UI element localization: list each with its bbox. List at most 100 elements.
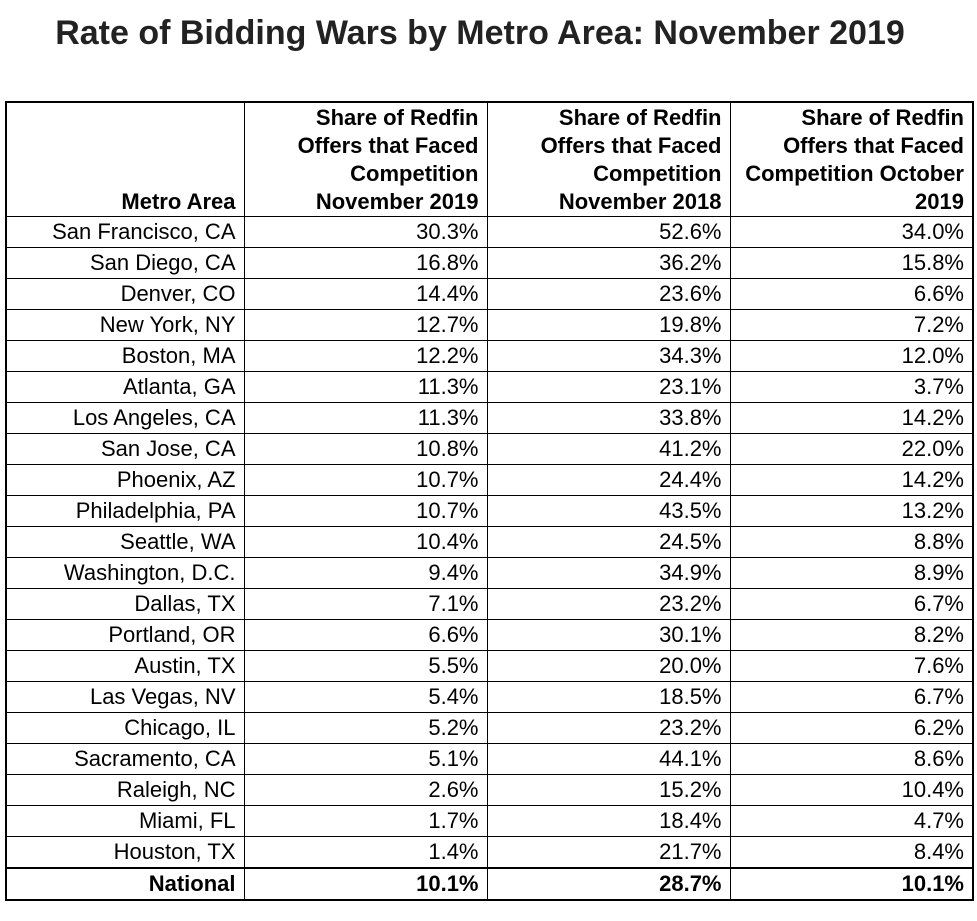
cell-oct-2019: 8.8% bbox=[729, 526, 974, 558]
cell-metro-area: Washington, D.C. bbox=[5, 557, 245, 589]
cell-oct-2019: 12.0% bbox=[729, 340, 974, 372]
cell-metro-area: Austin, TX bbox=[5, 650, 245, 682]
cell-oct-2019: 13.2% bbox=[729, 495, 974, 527]
cell-nov-2018: 24.5% bbox=[486, 526, 731, 558]
cell-oct-2019: 6.2% bbox=[729, 712, 974, 744]
table-row: New York, NY 12.7% 19.8% 7.2% bbox=[5, 309, 974, 341]
national-total-row: National 10.1% 28.7% 10.1% bbox=[5, 867, 974, 901]
table-row: San Diego, CA 16.8% 36.2% 15.8% bbox=[5, 247, 974, 279]
cell-metro-area: San Francisco, CA bbox=[5, 216, 245, 248]
cell-nov-2019: 11.3% bbox=[243, 402, 488, 434]
table-row: San Francisco, CA 30.3% 52.6% 34.0% bbox=[5, 216, 974, 248]
cell-nov-2019: 2.6% bbox=[243, 774, 488, 806]
cell-nov-2018: 18.4% bbox=[486, 805, 731, 837]
table-row: Sacramento, CA 5.1% 44.1% 8.6% bbox=[5, 743, 974, 775]
header-row: Metro Area Share of Redfin Offers that F… bbox=[5, 101, 974, 217]
column-header-nov-2018: Share of Redfin Offers that Faced Compet… bbox=[486, 101, 731, 217]
table-body: San Francisco, CA 30.3% 52.6% 34.0% San Dieg… bbox=[5, 216, 974, 901]
cell-metro-area: San Diego, CA bbox=[5, 247, 245, 279]
table-row: Boston, MA 12.2% 34.3% 12.0% bbox=[5, 340, 974, 372]
cell-nov-2018: 28.7% bbox=[486, 867, 731, 901]
cell-nov-2018: 33.8% bbox=[486, 402, 731, 434]
cell-nov-2019: 5.1% bbox=[243, 743, 488, 775]
cell-oct-2019: 22.0% bbox=[729, 433, 974, 465]
cell-nov-2018: 24.4% bbox=[486, 464, 731, 496]
table-row: Atlanta, GA 11.3% 23.1% 3.7% bbox=[5, 371, 974, 403]
cell-nov-2019: 14.4% bbox=[243, 278, 488, 310]
cell-nov-2018: 34.9% bbox=[486, 557, 731, 589]
cell-oct-2019: 7.2% bbox=[729, 309, 974, 341]
cell-metro-area: Los Angeles, CA bbox=[5, 402, 245, 434]
table-row: Chicago, IL 5.2% 23.2% 6.2% bbox=[5, 712, 974, 744]
cell-oct-2019: 8.6% bbox=[729, 743, 974, 775]
cell-nov-2018: 19.8% bbox=[486, 309, 731, 341]
cell-nov-2018: 23.1% bbox=[486, 371, 731, 403]
cell-nov-2018: 21.7% bbox=[486, 836, 731, 869]
cell-nov-2019: 5.2% bbox=[243, 712, 488, 744]
cell-metro-area: Houston, TX bbox=[5, 836, 245, 869]
cell-nov-2019: 11.3% bbox=[243, 371, 488, 403]
column-header-metro-area: Metro Area bbox=[5, 101, 245, 217]
cell-oct-2019: 6.6% bbox=[729, 278, 974, 310]
column-header-nov-2019: Share of Redfin Offers that Faced Compet… bbox=[243, 101, 488, 217]
cell-nov-2019: 16.8% bbox=[243, 247, 488, 279]
cell-oct-2019: 8.9% bbox=[729, 557, 974, 589]
cell-oct-2019: 4.7% bbox=[729, 805, 974, 837]
bidding-wars-table: Metro Area Share of Redfin Offers that F… bbox=[5, 101, 974, 901]
cell-nov-2019: 10.7% bbox=[243, 464, 488, 496]
cell-nov-2018: 30.1% bbox=[486, 619, 731, 651]
table-row: Dallas, TX 7.1% 23.2% 6.7% bbox=[5, 588, 974, 620]
cell-nov-2019: 1.7% bbox=[243, 805, 488, 837]
table-row: Washington, D.C. 9.4% 34.9% 8.9% bbox=[5, 557, 974, 589]
cell-oct-2019: 8.2% bbox=[729, 619, 974, 651]
table-row: Phoenix, AZ 10.7% 24.4% 14.2% bbox=[5, 464, 974, 496]
cell-metro-area: Dallas, TX bbox=[5, 588, 245, 620]
cell-oct-2019: 15.8% bbox=[729, 247, 974, 279]
cell-oct-2019: 8.4% bbox=[729, 836, 974, 869]
cell-nov-2018: 34.3% bbox=[486, 340, 731, 372]
cell-nov-2018: 20.0% bbox=[486, 650, 731, 682]
cell-nov-2018: 23.6% bbox=[486, 278, 731, 310]
cell-nov-2019: 6.6% bbox=[243, 619, 488, 651]
cell-metro-area: Portland, OR bbox=[5, 619, 245, 651]
cell-nov-2018: 43.5% bbox=[486, 495, 731, 527]
cell-nov-2019: 12.7% bbox=[243, 309, 488, 341]
table-row: Austin, TX 5.5% 20.0% 7.6% bbox=[5, 650, 974, 682]
table-row: Portland, OR 6.6% 30.1% 8.2% bbox=[5, 619, 974, 651]
cell-nov-2019: 5.4% bbox=[243, 681, 488, 713]
cell-nov-2019: 10.8% bbox=[243, 433, 488, 465]
table-row: Seattle, WA 10.4% 24.5% 8.8% bbox=[5, 526, 974, 558]
table-row: Philadelphia, PA 10.7% 43.5% 13.2% bbox=[5, 495, 974, 527]
cell-metro-area: Miami, FL bbox=[5, 805, 245, 837]
column-header-oct-2019: Share of Redfin Offers that Faced Compet… bbox=[729, 101, 974, 217]
cell-metro-area: Las Vegas, NV bbox=[5, 681, 245, 713]
cell-oct-2019: 10.1% bbox=[729, 867, 974, 901]
cell-nov-2019: 9.4% bbox=[243, 557, 488, 589]
table-row: Houston, TX 1.4% 21.7% 8.4% bbox=[5, 836, 974, 869]
cell-nov-2018: 41.2% bbox=[486, 433, 731, 465]
cell-nov-2019: 10.4% bbox=[243, 526, 488, 558]
cell-nov-2018: 18.5% bbox=[486, 681, 731, 713]
cell-nov-2018: 44.1% bbox=[486, 743, 731, 775]
cell-metro-area: Denver, CO bbox=[5, 278, 245, 310]
cell-nov-2018: 23.2% bbox=[486, 712, 731, 744]
cell-nov-2019: 30.3% bbox=[243, 216, 488, 248]
cell-nov-2019: 10.1% bbox=[243, 867, 488, 901]
cell-nov-2019: 1.4% bbox=[243, 836, 488, 869]
cell-oct-2019: 3.7% bbox=[729, 371, 974, 403]
cell-oct-2019: 14.2% bbox=[729, 402, 974, 434]
cell-metro-area: Chicago, IL bbox=[5, 712, 245, 744]
cell-oct-2019: 14.2% bbox=[729, 464, 974, 496]
cell-metro-area: San Jose, CA bbox=[5, 433, 245, 465]
cell-nov-2019: 5.5% bbox=[243, 650, 488, 682]
cell-nov-2018: 15.2% bbox=[486, 774, 731, 806]
cell-oct-2019: 6.7% bbox=[729, 681, 974, 713]
cell-nov-2019: 10.7% bbox=[243, 495, 488, 527]
cell-metro-area: Philadelphia, PA bbox=[5, 495, 245, 527]
table-row: Denver, CO 14.4% 23.6% 6.6% bbox=[5, 278, 974, 310]
cell-oct-2019: 7.6% bbox=[729, 650, 974, 682]
cell-nov-2018: 52.6% bbox=[486, 216, 731, 248]
chart-title: Rate of Bidding Wars by Metro Area: Nove… bbox=[55, 14, 905, 52]
cell-oct-2019: 10.4% bbox=[729, 774, 974, 806]
table-row: Las Vegas, NV 5.4% 18.5% 6.7% bbox=[5, 681, 974, 713]
